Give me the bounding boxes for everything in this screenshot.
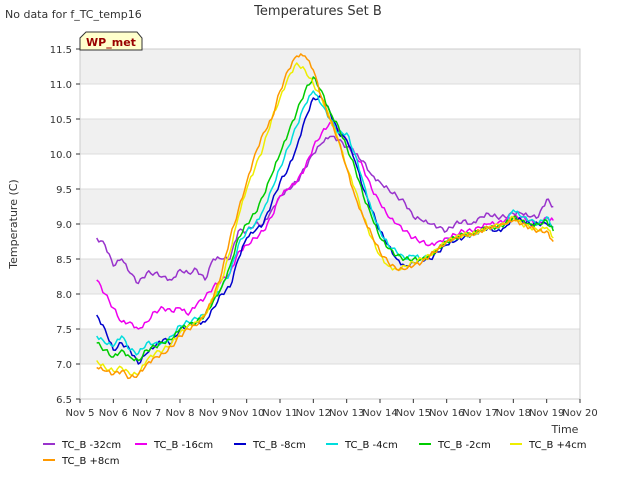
x-tick-label: Nov 13 (329, 408, 364, 419)
x-tick-label: Nov 11 (262, 408, 297, 419)
x-tick-label: Nov 19 (529, 408, 564, 419)
x-tick-label: Nov 17 (462, 408, 497, 419)
y-tick-label: 10.0 (50, 150, 72, 161)
chart-title: Temperatures Set B (253, 4, 382, 19)
x-tick-label: Nov 16 (429, 408, 464, 419)
series-line (96, 76, 555, 362)
y-axis-ticks: 6.5 7.0 7.5 8.0 8.5 9.0 9.5 10.0 10.5 11.0 11.5 (50, 45, 80, 406)
x-tick-label: Nov 10 (229, 408, 264, 419)
legend-label: TC_B -8cm (252, 440, 306, 451)
legend-label: TC_B -16cm (153, 440, 213, 451)
y-tick-label: 7.0 (56, 360, 72, 371)
legend-label: TC_B -32cm (61, 440, 121, 451)
legend-item: TC_B -8cm (234, 440, 306, 451)
y-tick-label: 8.0 (56, 290, 72, 301)
legend-label: TC_B -4cm (344, 440, 398, 451)
y-tick-label: 11.5 (50, 45, 72, 56)
y-tick-label: 9.0 (56, 220, 72, 231)
y-tick-label: 9.5 (56, 185, 72, 196)
x-tick-label: Nov 5 (65, 408, 94, 419)
y-tick-label: 10.5 (50, 115, 72, 126)
plot-background-bands (80, 49, 580, 364)
x-tick-label: Nov 7 (132, 408, 161, 419)
legend-label: TC_B +4cm (528, 440, 587, 451)
x-tick-label: Nov 14 (362, 408, 397, 419)
legend-item: TC_B +8cm (43, 456, 120, 467)
plot-band (80, 189, 580, 224)
legend-item: TC_B -16cm (135, 440, 213, 451)
plot-band (80, 329, 580, 364)
y-tick-label: 6.5 (56, 395, 72, 406)
legend-item: TC_B -4cm (326, 440, 398, 451)
y-axis-label: Temperature (C) (7, 179, 20, 269)
wp-met-badge: WP_met (79, 31, 143, 51)
no-data-note: No data for f_TC_temp16 (5, 8, 142, 21)
y-tick-label: 11.0 (50, 80, 72, 91)
y-tick-label: 8.5 (56, 255, 72, 266)
legend-label: TC_B +8cm (61, 456, 120, 467)
x-tick-label: Nov 9 (199, 408, 228, 419)
legend: TC_B -32cm TC_B -16cm TC_B -8cm TC_B -4cm TC… (43, 440, 587, 467)
badge-label: WP_met (86, 36, 136, 49)
series-lines (96, 53, 555, 380)
y-tick-label: 7.5 (56, 325, 72, 336)
x-tick-label: Nov 12 (296, 408, 331, 419)
series-line (96, 135, 554, 285)
legend-item: TC_B +4cm (510, 440, 587, 451)
x-axis-label: Time (551, 423, 579, 436)
plot-band (80, 49, 580, 84)
x-tick-label: Nov 6 (99, 408, 128, 419)
series-line (96, 53, 554, 380)
plot-band (80, 259, 580, 294)
x-tick-label: Nov 18 (496, 408, 531, 419)
legend-label: TC_B -2cm (437, 440, 491, 451)
x-tick-label: Nov 8 (165, 408, 194, 419)
x-tick-label: Nov 15 (396, 408, 431, 419)
series-line (96, 121, 554, 330)
x-tick-label: Nov 20 (562, 408, 597, 419)
legend-item: TC_B -2cm (419, 440, 491, 451)
legend-item: TC_B -32cm (43, 440, 121, 451)
